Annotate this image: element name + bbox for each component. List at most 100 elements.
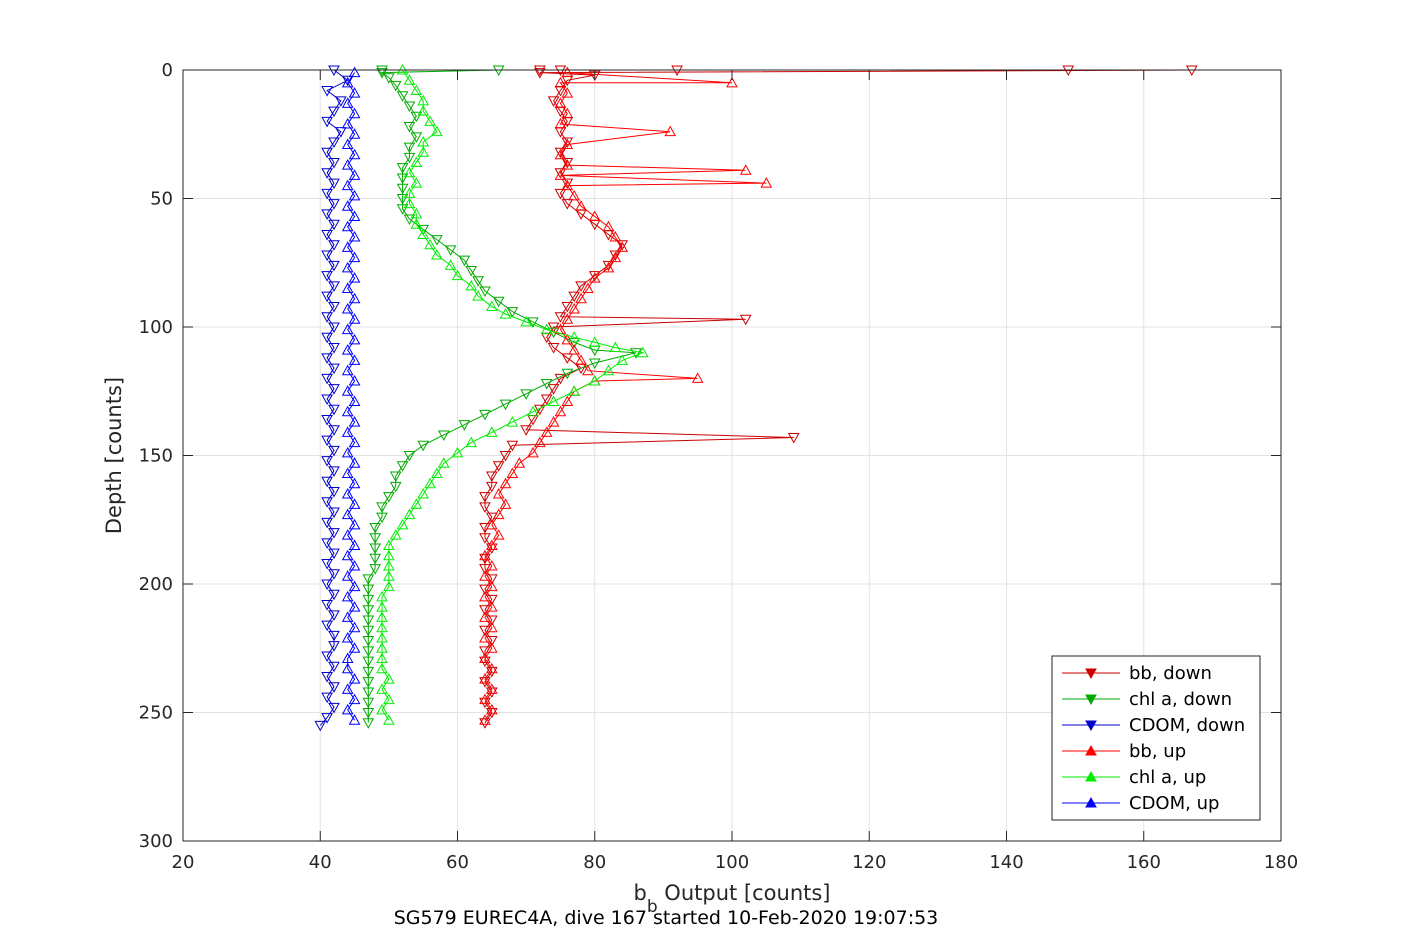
- series-group: [314, 63, 1198, 732]
- data-point: [369, 543, 381, 555]
- data-point: [561, 159, 574, 170]
- data-point: [616, 240, 629, 251]
- data-point: [554, 188, 567, 200]
- legend-item: bb, down: [1062, 663, 1212, 684]
- data-point: [341, 683, 354, 694]
- data-point: [321, 600, 333, 611]
- data-point: [328, 466, 340, 477]
- series-line: [347, 72, 356, 721]
- legend-label: CDOM, up: [1129, 793, 1219, 814]
- data-point: [348, 673, 361, 684]
- data-point: [403, 508, 416, 520]
- data-point: [334, 96, 347, 107]
- data-point: [499, 451, 512, 462]
- data-point: [479, 492, 491, 503]
- data-point: [321, 538, 333, 549]
- data-point: [321, 312, 333, 323]
- data-point: [547, 96, 560, 107]
- data-point: [520, 315, 532, 327]
- data-point: [348, 189, 361, 201]
- data-point: [410, 111, 423, 123]
- data-point: [465, 265, 478, 277]
- data-point: [513, 457, 526, 468]
- data-point: [321, 250, 333, 262]
- legend-label: chl a, down: [1129, 689, 1232, 710]
- data-point: [403, 101, 416, 113]
- data-point: [410, 177, 423, 188]
- data-point: [554, 76, 567, 88]
- data-point: [348, 395, 361, 407]
- data-point: [348, 518, 361, 530]
- data-point: [417, 105, 430, 116]
- axis-ticks: 20 40 60 80 100 120 140 160 180 0 50 100 150 200 250 30…: [139, 60, 1299, 873]
- data-point: [348, 66, 361, 78]
- data-point: [554, 148, 567, 160]
- data-point: [383, 714, 395, 725]
- data-point: [341, 529, 354, 540]
- data-point: [328, 240, 340, 251]
- data-point: [410, 84, 423, 96]
- data-point: [348, 333, 361, 345]
- series-cdom-down: [314, 65, 354, 732]
- data-point: [341, 405, 354, 417]
- data-point: [527, 317, 539, 328]
- data-point: [431, 467, 443, 478]
- data-point: [328, 158, 340, 169]
- data-point: [348, 457, 361, 468]
- data-point: [321, 373, 333, 385]
- data-point: [383, 73, 395, 84]
- data-point: [362, 625, 375, 637]
- data-point: [739, 314, 752, 326]
- data-point: [321, 476, 333, 488]
- data-point: [362, 584, 375, 596]
- data-point: [341, 200, 354, 211]
- data-point: [328, 661, 340, 673]
- data-point: [403, 74, 416, 85]
- data-point: [341, 179, 354, 191]
- data-point: [492, 296, 505, 308]
- data-point: [328, 425, 340, 436]
- data-point: [376, 601, 388, 612]
- data-point: [410, 218, 423, 229]
- data-point: [341, 323, 354, 335]
- data-point: [383, 693, 395, 705]
- data-point: [362, 646, 375, 657]
- data-point: [561, 395, 574, 407]
- data-point: [492, 508, 505, 520]
- data-point: [362, 687, 375, 698]
- data-point: [348, 436, 361, 448]
- data-point: [321, 497, 333, 508]
- x-axis-label-main: b: [633, 881, 646, 905]
- legend-item: bb, up: [1062, 741, 1186, 762]
- data-point: [348, 251, 361, 263]
- data-point: [362, 594, 375, 606]
- x-tick-label: 180: [1264, 852, 1298, 873]
- x-tick-label: 140: [989, 852, 1023, 873]
- data-point: [341, 364, 354, 376]
- data-point: [341, 488, 354, 499]
- data-point: [348, 87, 361, 98]
- data-point: [417, 488, 430, 499]
- data-point: [328, 281, 340, 292]
- data-point: [561, 87, 574, 98]
- data-point: [376, 590, 388, 602]
- data-point: [376, 642, 388, 653]
- data-point: [410, 498, 423, 509]
- data-point: [348, 498, 361, 509]
- data-point: [485, 559, 498, 571]
- data-point: [348, 714, 361, 725]
- data-point: [485, 426, 498, 437]
- legend: bb, down chl a, down CDOM, down bb, up chl a…: [1051, 655, 1261, 821]
- data-point: [479, 631, 491, 643]
- data-point: [341, 241, 354, 252]
- data-point: [568, 344, 581, 355]
- chart-caption: SG579 EUREC4A, dive 167 started 10-Feb-2…: [394, 907, 939, 929]
- data-point: [389, 481, 402, 493]
- data-point: [424, 115, 436, 126]
- data-point: [328, 445, 340, 457]
- data-point: [609, 250, 622, 262]
- data-point: [561, 301, 574, 313]
- data-point: [479, 570, 491, 581]
- data-point: [568, 385, 581, 396]
- data-point: [396, 204, 409, 215]
